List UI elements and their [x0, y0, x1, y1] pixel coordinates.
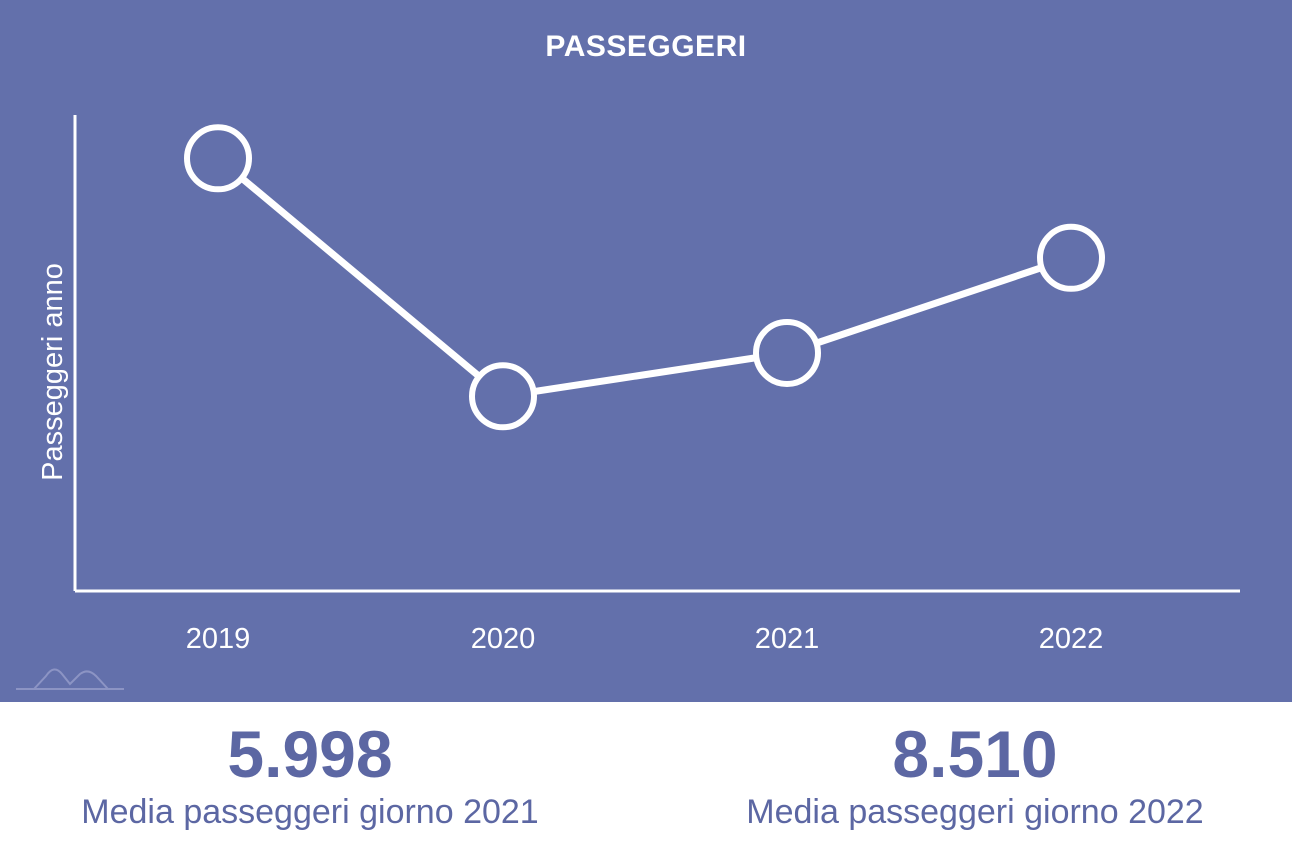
mountain-logo-icon [16, 668, 124, 690]
chart-title: PASSEGGERI [545, 30, 747, 63]
x-tick-label: 2019 [186, 623, 251, 655]
series-line [215, 155, 1073, 400]
data-point-2022 [1037, 223, 1105, 292]
chart-panel: PASSEGGERI 2019 2020 2021 2022 Passeggeri a… [0, 0, 1292, 702]
stat-label: Media passeggeri giorno 2021 [81, 793, 539, 831]
stat-label: Media passeggeri giorno 2022 [746, 793, 1204, 831]
data-point-2021 [753, 319, 821, 387]
data-point-2020 [469, 362, 537, 431]
stat-2022: 8.510 Media passeggeri giorno 2022 [705, 716, 1245, 832]
x-tick-label: 2020 [471, 623, 536, 655]
x-tick-label: 2021 [755, 623, 820, 655]
x-tick-label: 2022 [1039, 623, 1104, 655]
stat-value: 8.510 [892, 717, 1058, 791]
stat-value: 5.998 [227, 717, 393, 791]
data-point-2019 [184, 124, 252, 193]
stat-2021: 5.998 Media passeggeri giorno 2021 [40, 716, 580, 832]
line-chart: 2019 2020 2021 2022 Passeggeri anno [16, 115, 1240, 690]
y-axis-label: Passeggeri anno [37, 263, 69, 481]
